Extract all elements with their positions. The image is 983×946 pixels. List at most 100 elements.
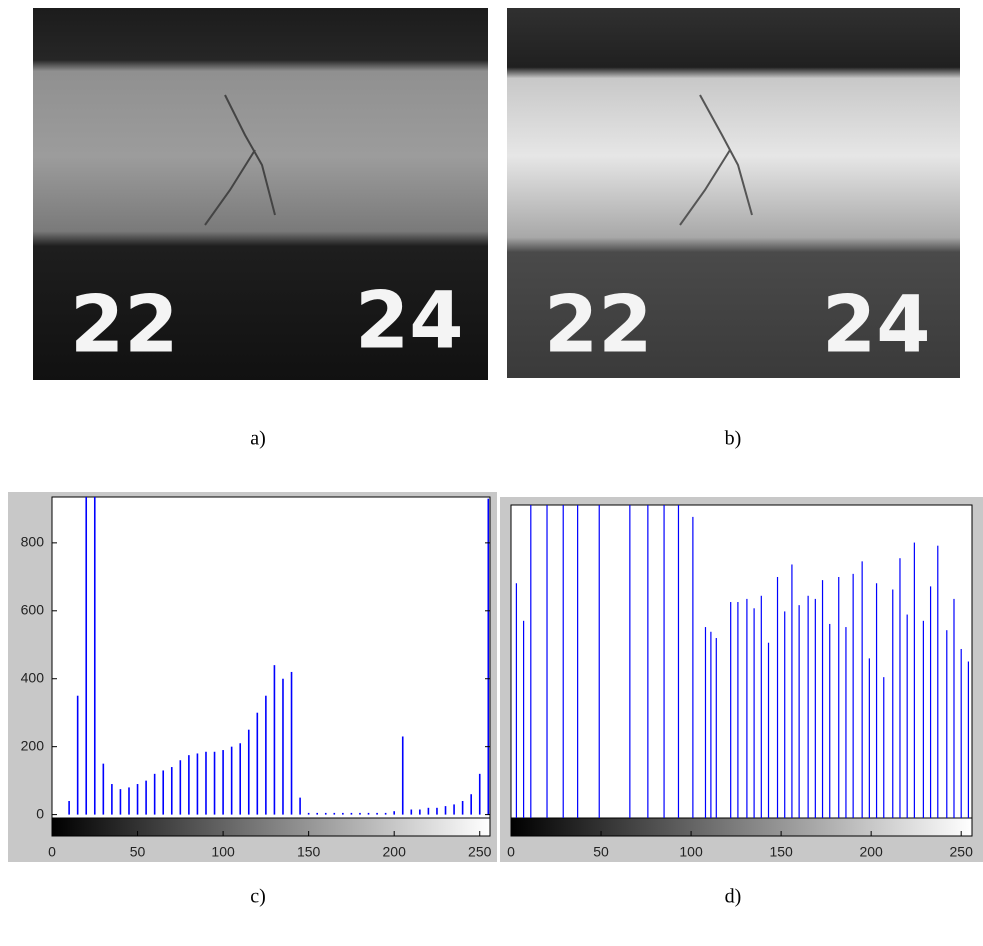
- bar: [470, 794, 472, 815]
- image-label: 22: [70, 280, 179, 370]
- bar: [730, 602, 732, 818]
- image-label: 24: [822, 280, 931, 370]
- y-tick-label: 400: [21, 669, 45, 685]
- bar: [367, 812, 370, 815]
- bar: [953, 598, 955, 818]
- y-tick-label: 800: [21, 534, 45, 550]
- bar: [419, 809, 421, 815]
- x-tick-label: 0: [48, 844, 56, 860]
- caption: b): [725, 428, 742, 450]
- bar: [376, 812, 378, 815]
- image-label: 22: [544, 280, 653, 370]
- bar: [76, 695, 79, 815]
- bar: [307, 812, 310, 815]
- bar: [791, 564, 793, 818]
- bar: [162, 770, 165, 815]
- bar: [692, 516, 694, 818]
- bar: [444, 806, 447, 815]
- bar: [913, 542, 915, 818]
- bar: [68, 801, 70, 815]
- bars: [515, 505, 969, 818]
- bar: [922, 620, 924, 818]
- x-tick-label: 0: [507, 844, 515, 860]
- bar: [290, 671, 293, 815]
- bar: [861, 561, 863, 818]
- bar: [515, 583, 518, 818]
- bar: [196, 753, 199, 815]
- crack-a: [204, 94, 276, 226]
- bar: [577, 505, 579, 818]
- plot-area: [510, 504, 973, 819]
- photo-a: [33, 8, 488, 380]
- caption: c): [250, 886, 266, 908]
- bar: [845, 627, 847, 818]
- plot-area: [51, 496, 491, 819]
- x-tick-label: 200: [383, 844, 407, 860]
- bar: [265, 695, 267, 815]
- bar: [93, 497, 96, 815]
- bar: [838, 576, 840, 818]
- photo-b: [507, 8, 960, 378]
- bar: [829, 623, 831, 818]
- bar: [136, 784, 139, 815]
- x-tick-label: 50: [593, 844, 609, 860]
- bar: [427, 807, 430, 815]
- x-tick-label: 250: [468, 844, 492, 860]
- bar: [230, 746, 233, 815]
- caption: a): [250, 428, 266, 450]
- bar: [715, 638, 717, 818]
- bar: [967, 661, 969, 818]
- crack-b: [679, 94, 753, 226]
- bar: [960, 648, 962, 818]
- x-tick-label: 150: [769, 844, 793, 860]
- bar: [807, 595, 809, 818]
- bar: [145, 780, 147, 815]
- bar: [929, 586, 932, 818]
- bar: [753, 608, 755, 818]
- bar: [410, 809, 413, 815]
- bar: [239, 743, 242, 815]
- bar: [776, 576, 779, 818]
- bar: [282, 678, 284, 815]
- bar: [906, 614, 908, 818]
- y-tick-label: 200: [21, 737, 45, 753]
- y-tick-label: 0: [36, 805, 44, 821]
- x-tick-label: 100: [679, 844, 703, 860]
- bar: [316, 812, 318, 815]
- bar: [760, 595, 762, 818]
- bar: [546, 505, 548, 818]
- x-tick-label: 50: [130, 844, 146, 860]
- bar: [324, 812, 327, 815]
- bar: [937, 545, 939, 818]
- x-tick-label: 150: [297, 844, 321, 860]
- bar: [111, 784, 113, 815]
- bar: [478, 773, 481, 815]
- bar: [784, 611, 786, 818]
- bar: [393, 811, 395, 815]
- bar: [883, 677, 885, 818]
- bar: [737, 602, 739, 818]
- bar: [205, 751, 207, 815]
- bar: [384, 812, 387, 815]
- bar: [677, 505, 680, 818]
- bar: [868, 658, 870, 818]
- bar: [359, 812, 361, 815]
- bar: [247, 729, 250, 815]
- bar: [153, 773, 156, 815]
- bar: [814, 598, 816, 818]
- bar: [821, 580, 824, 818]
- x-tick-label: 100: [211, 844, 235, 860]
- bar: [704, 627, 707, 818]
- bar: [453, 804, 455, 815]
- bar: [598, 505, 600, 818]
- bar: [892, 589, 894, 818]
- bar: [562, 505, 564, 818]
- bar: [629, 505, 631, 818]
- y-tick-label: 600: [21, 601, 45, 617]
- bar: [436, 807, 438, 815]
- bar: [530, 505, 532, 818]
- bar: [487, 498, 490, 815]
- bar: [875, 583, 878, 818]
- bar: [342, 812, 344, 815]
